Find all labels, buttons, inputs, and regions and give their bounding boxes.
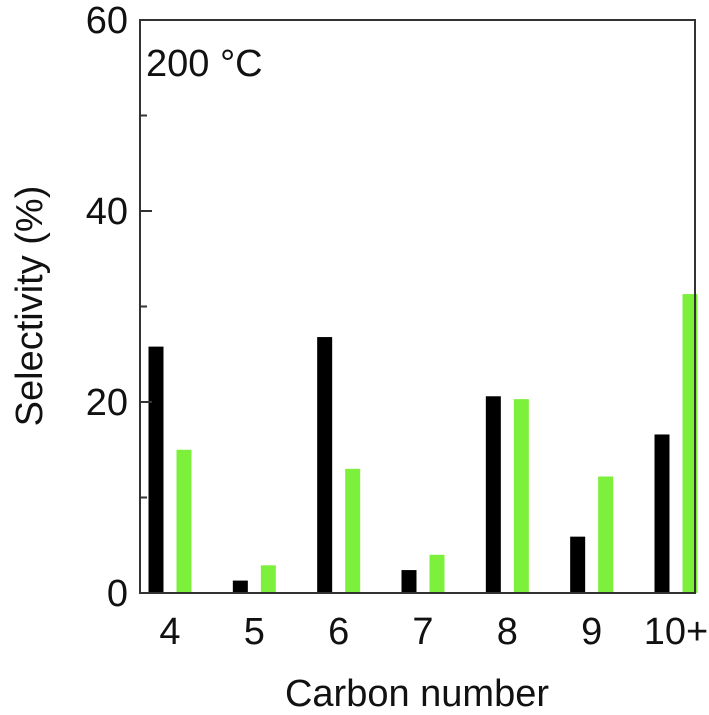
y-tick-label: 40 (86, 191, 128, 233)
green-bar-5 (260, 565, 276, 593)
black-bar-8 (485, 396, 501, 593)
x-tick-label: 8 (497, 611, 518, 653)
x-axis-title: Carbon number (285, 673, 549, 715)
bars-group (148, 294, 698, 593)
x-tick-label: 9 (581, 611, 602, 653)
x-tick-label: 5 (244, 611, 265, 653)
black-bar-6 (317, 337, 333, 593)
y-tick-label: 20 (86, 382, 128, 424)
green-bar-9 (598, 476, 614, 593)
x-tick-label: 10+ (644, 611, 708, 653)
green-bar-10plus (682, 294, 698, 593)
x-axis-ticks: 4 5 6 7 8 9 10+ (159, 611, 708, 653)
black-bar-5 (232, 580, 248, 593)
green-bar-6 (345, 468, 361, 593)
plot-frame (139, 19, 696, 594)
y-tick-label: 60 (86, 0, 128, 42)
black-bar-10plus (654, 434, 670, 593)
y-axis-title: Selectivity (%) (9, 186, 51, 427)
black-bar-4 (148, 346, 164, 593)
x-tick-label: 6 (328, 611, 349, 653)
black-bar-9 (570, 536, 586, 593)
green-bar-7 (429, 554, 445, 593)
temperature-annotation: 200 °C (146, 43, 263, 85)
x-tick-label: 7 (412, 611, 433, 653)
green-bar-4 (176, 449, 192, 593)
y-tick-label: 0 (107, 573, 128, 615)
y-axis-ticks: 0 20 40 60 (86, 0, 152, 615)
x-tick-label: 4 (159, 611, 180, 653)
black-bar-7 (401, 570, 417, 593)
green-bar-8 (513, 399, 529, 593)
